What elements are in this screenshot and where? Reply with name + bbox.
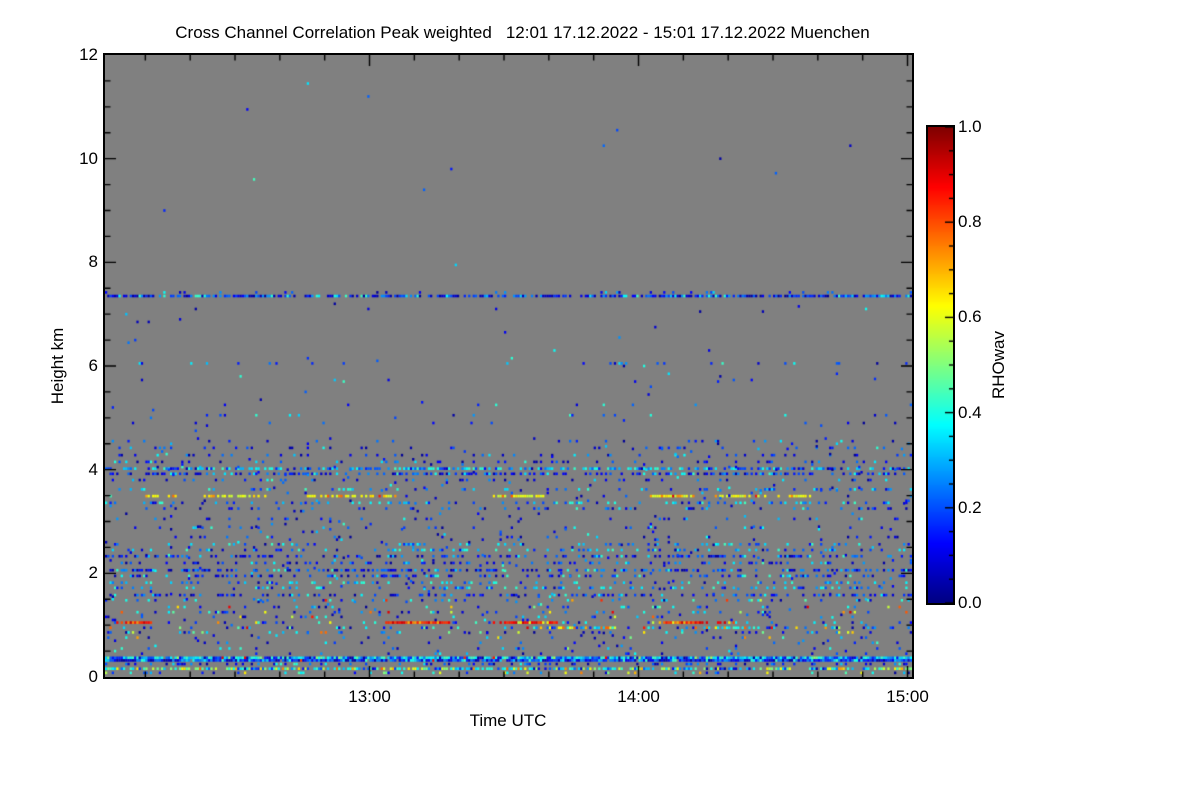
y-tick-label: 6 xyxy=(88,356,98,375)
y-tick-label: 4 xyxy=(88,459,98,479)
colorbar-frame xyxy=(926,125,955,605)
x-tick-label: 15:00 xyxy=(886,687,929,706)
y-tick-label: 12 xyxy=(79,45,98,64)
chart-title-text: Cross Channel Correlation Peak weighted xyxy=(175,23,492,42)
plot-frame xyxy=(103,53,914,679)
colorbar-label: RHOwav xyxy=(989,330,1008,400)
y-tick-label: 0 xyxy=(88,667,98,686)
colorbar-tick-label: 0.4 xyxy=(958,402,982,422)
colorbar xyxy=(928,127,953,603)
x-axis-label: Time UTC xyxy=(469,711,547,730)
colorbar-tick-label: 0.2 xyxy=(958,497,982,517)
colorbar-tick-label: 1.0 xyxy=(958,117,982,136)
chart-period-text: 12:01 17.12.2022 - 15:01 17.12.2022 Muen… xyxy=(505,23,870,42)
y-tick-label: 8 xyxy=(88,252,98,272)
colorbar-tick-label: 0.6 xyxy=(958,307,982,327)
heatmap-plot-area xyxy=(105,55,912,677)
x-tick-label: 14:00 xyxy=(617,687,660,706)
chart-title: Cross Channel Correlation Peak weighted 1… xyxy=(100,23,945,43)
y-tick-label: 2 xyxy=(88,563,98,583)
y-tick-label: 10 xyxy=(79,148,98,168)
colorbar-tick-label: 0.8 xyxy=(958,212,982,232)
colorbar-tick-label: 0.0 xyxy=(958,593,982,612)
x-tick-label: 13:00 xyxy=(348,687,391,706)
